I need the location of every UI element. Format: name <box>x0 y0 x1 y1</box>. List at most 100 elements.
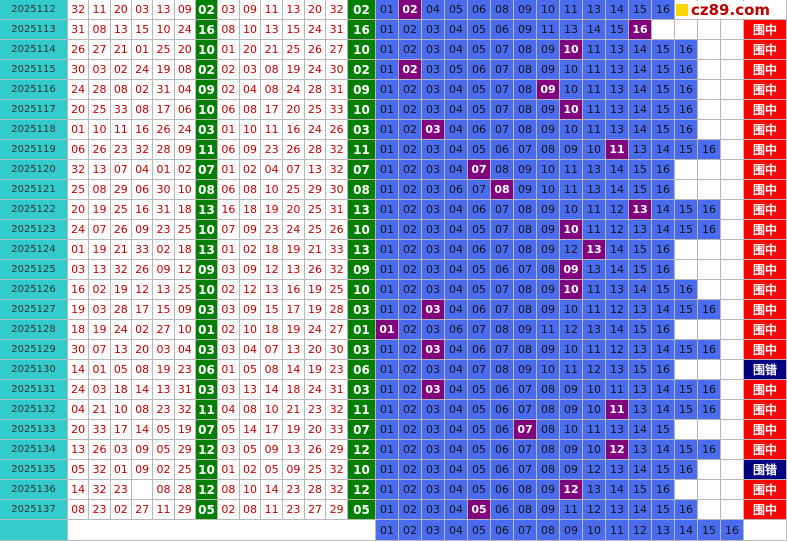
candidate-number: 07 <box>491 100 514 120</box>
candidate-number: 11 <box>583 120 606 140</box>
candidate-number: 09 <box>537 280 560 300</box>
candidate-number: 15 <box>675 300 698 320</box>
candidate-number: 15 <box>675 200 698 220</box>
sorted-number: 13 <box>283 340 305 360</box>
candidate-number: 15 <box>652 120 675 140</box>
sorted-number: 09 <box>239 300 262 320</box>
sorted-number: 19 <box>304 300 327 320</box>
red-number: 28 <box>110 300 132 320</box>
sorted-number: 06 <box>218 140 240 160</box>
red-number: 07 <box>89 220 111 240</box>
empty-cell <box>721 340 744 360</box>
candidate-number: 15 <box>675 220 698 240</box>
candidate-number: 05 <box>468 380 491 400</box>
candidate-number: 08 <box>537 460 560 480</box>
candidate-number: 16 <box>652 0 675 20</box>
candidate-number: 04 <box>445 460 468 480</box>
red-number: 10 <box>110 400 132 420</box>
red-number: 03 <box>68 260 90 280</box>
red-number: 31 <box>68 20 90 40</box>
sorted-number: 01 <box>218 160 240 180</box>
empty-cell <box>698 20 721 40</box>
candidate-number: 12 <box>606 300 629 320</box>
red-number: 06 <box>68 140 90 160</box>
candidate-number: 05 <box>468 260 491 280</box>
issue: 2025112 <box>0 0 68 20</box>
candidate-number: 04 <box>445 500 468 520</box>
sorted-number: 08 <box>218 20 240 40</box>
sorted-number: 24 <box>283 80 305 100</box>
sorted-number: 27 <box>326 320 348 340</box>
blue-ball: 03 <box>348 120 376 140</box>
sorted-number: 08 <box>239 180 262 200</box>
sorted-number: 12 <box>239 280 262 300</box>
candidate-number: 12 <box>560 320 583 340</box>
footer-number: 01 <box>376 520 399 541</box>
red-number: 14 <box>68 360 90 380</box>
candidate-number: 11 <box>537 320 560 340</box>
candidate-number: 02 <box>399 320 422 340</box>
blue-ball: 11 <box>196 400 218 420</box>
candidate-number: 04 <box>445 420 468 440</box>
blue-ball: 07 <box>196 420 218 440</box>
candidate-number: 13 <box>606 500 629 520</box>
candidate-number: 05 <box>468 100 491 120</box>
red-number: 19 <box>174 420 196 440</box>
candidate-number: 08 <box>491 0 514 20</box>
red-number: 02 <box>153 240 175 260</box>
red-number: 07 <box>110 160 132 180</box>
candidate-number: 03 <box>422 480 445 500</box>
issue: 2025121 <box>0 180 68 200</box>
red-number: 02 <box>110 60 132 80</box>
candidate-number: 06 <box>468 340 491 360</box>
empty-cell <box>675 480 698 500</box>
candidate-number: 16 <box>675 100 698 120</box>
candidate-number: 10 <box>560 300 583 320</box>
sorted-number: 13 <box>283 260 305 280</box>
red-number: 09 <box>174 0 196 20</box>
candidate-number: 01 <box>376 420 399 440</box>
candidate-number: 08 <box>514 120 537 140</box>
candidate-number: 14 <box>606 480 629 500</box>
candidate-number: 10 <box>537 360 560 380</box>
candidate-number: 13 <box>560 20 583 40</box>
blue-ball: 08 <box>196 180 218 200</box>
sorted-number: 01 <box>218 120 240 140</box>
red-number: 21 <box>110 240 132 260</box>
result: 围中 <box>744 60 787 80</box>
red-number: 23 <box>153 400 175 420</box>
footer-number: 03 <box>422 520 445 541</box>
candidate-number: 16 <box>698 440 721 460</box>
empty-cell <box>698 60 721 80</box>
red-number: 16 <box>68 280 90 300</box>
candidate-number: 16 <box>675 280 698 300</box>
candidate-number: 13 <box>606 80 629 100</box>
sorted-number: 16 <box>283 280 305 300</box>
sorted-number: 33 <box>326 100 348 120</box>
candidate-number: 01 <box>376 400 399 420</box>
candidate-number: 01 <box>376 100 399 120</box>
sorted-number: 07 <box>218 220 240 240</box>
candidate-number: 10 <box>560 120 583 140</box>
sorted-number: 25 <box>326 280 348 300</box>
red-number: 12 <box>132 280 154 300</box>
candidate-number: 03 <box>422 340 445 360</box>
sorted-number: 26 <box>304 440 327 460</box>
red-number: 01 <box>68 120 90 140</box>
candidate-number: 11 <box>606 380 629 400</box>
blue-ball: 07 <box>348 160 376 180</box>
candidate-number: 09 <box>537 100 560 120</box>
candidate-number: 02 <box>399 60 422 80</box>
red-number: 26 <box>68 40 90 60</box>
empty-cell <box>721 460 744 480</box>
red-number: 29 <box>174 440 196 460</box>
sorted-number: 29 <box>304 180 327 200</box>
candidate-number: 11 <box>560 0 583 20</box>
sorted-number: 27 <box>326 40 348 60</box>
footer-number: 10 <box>583 520 606 541</box>
candidate-number: 13 <box>583 480 606 500</box>
result: 围中 <box>744 440 787 460</box>
result: 围中 <box>744 240 787 260</box>
issue: 2025120 <box>0 160 68 180</box>
empty-cell <box>721 140 744 160</box>
